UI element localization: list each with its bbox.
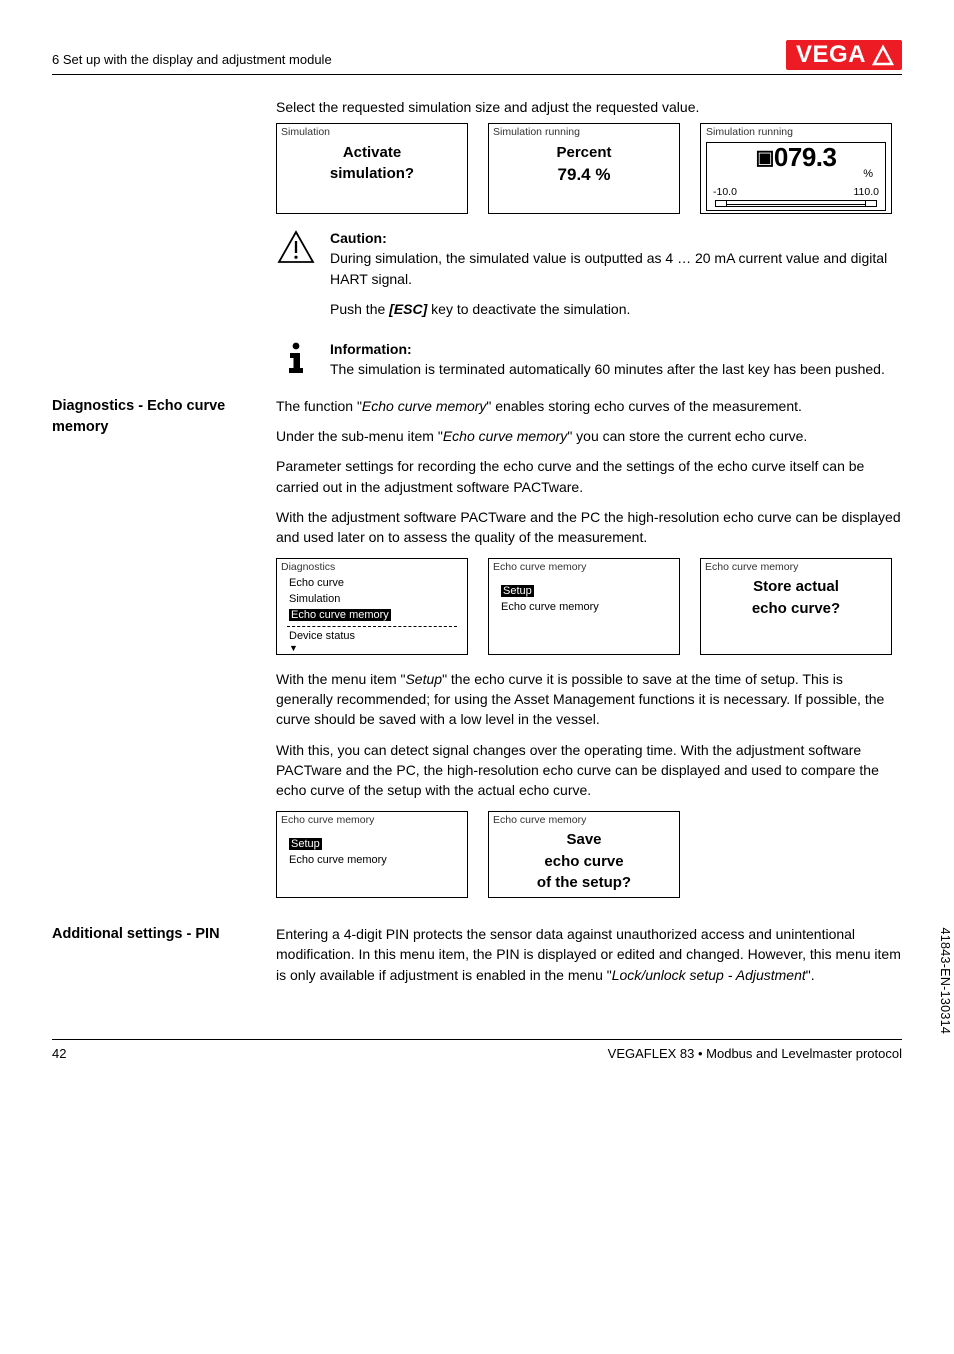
info-icon (285, 341, 307, 375)
side-docnum: 41843-EN-130314 (936, 927, 954, 1034)
lcd-row-3: Echo curve memory Setup Echo curve memor… (276, 811, 902, 898)
lcd-scale-lo: -10.0 (713, 185, 737, 200)
footer: 42 VEGAFLEX 83 • Modbus and Levelmaster … (52, 1039, 902, 1064)
sec1-p3: Parameter settings for recording the ech… (276, 456, 902, 497)
sec2-p2: With this, you can detect signal changes… (276, 740, 902, 801)
lcd-echo-mem: Echo curve memory Setup Echo curve memor… (488, 558, 680, 655)
lcd-echo-mem2: Echo curve memory Setup Echo curve memor… (276, 811, 468, 898)
caution-block: Caution: During simulation, the simulate… (276, 228, 902, 329)
lcd-title: Simulation running (704, 125, 888, 140)
lcd-title: Diagnostics (281, 560, 463, 575)
vega-logo: VEGA (786, 40, 902, 70)
lcd-line: 79.4 % (493, 163, 675, 188)
lcd-title: Echo curve memory (493, 813, 675, 828)
lcd-arrow-down-icon: ▼ (281, 645, 463, 651)
logo-triangle-icon (872, 44, 894, 66)
footer-page: 42 (52, 1045, 66, 1064)
intro-text: Select the requested simulation size and… (276, 97, 902, 117)
info-p: The simulation is terminated automatical… (330, 359, 902, 379)
lcd-line: Echo curve memory (493, 600, 675, 616)
lcd-line: echo curve? (705, 598, 887, 620)
logo-text: VEGA (796, 43, 866, 67)
lcd-line: Echo curve memory (281, 608, 463, 624)
section-label-diag: Diagnostics - Echo curve memory (52, 390, 270, 912)
caution-icon (277, 230, 315, 264)
lcd-line: Device status (281, 629, 463, 645)
header-section: 6 Set up with the display and adjustment… (52, 51, 332, 70)
sec1-p2: Under the sub-menu item "Echo curve memo… (276, 426, 902, 446)
sec2-p1: With the menu item "Setup" the echo curv… (276, 669, 902, 730)
lcd-sim-gauge: Simulation running ▣079.3 % -10.0 110.0 (700, 123, 892, 214)
lcd-sim-percent: Simulation running Percent 79.4 % (488, 123, 680, 214)
lcd-line: Setup (281, 837, 463, 853)
caution-p2: Push the [ESC] key to deactivate the sim… (330, 299, 902, 319)
lcd-line: of the setup? (493, 872, 675, 894)
sec3-p1: Entering a 4-digit PIN protects the sens… (276, 924, 902, 985)
lcd-line: echo curve (493, 851, 675, 873)
lcd-row-1: Simulation Activate simulation? Simulati… (276, 123, 902, 214)
lcd-divider (287, 626, 457, 627)
lcd-sim-activate: Simulation Activate simulation? (276, 123, 468, 214)
lcd-line: simulation? (281, 163, 463, 185)
lcd-line: Activate (281, 142, 463, 164)
sec1-p4: With the adjustment software PACTware an… (276, 507, 902, 548)
lcd-line: Percent (493, 142, 675, 164)
lcd-title: Simulation (281, 125, 463, 140)
lcd-line: Simulation (281, 592, 463, 608)
lcd-bar (715, 200, 877, 207)
info-block: Information: The simulation is terminate… (276, 339, 902, 380)
lcd-line: Echo curve memory (281, 853, 463, 869)
lcd-line: Save (493, 829, 675, 851)
caution-head: Caution: (330, 228, 902, 248)
lcd-diagnostics: Diagnostics Echo curve Simulation Echo c… (276, 558, 468, 655)
lcd-title: Simulation running (493, 125, 675, 140)
caution-p1: During simulation, the simulated value i… (330, 248, 902, 289)
info-head: Information: (330, 339, 902, 359)
lcd-row-2: Diagnostics Echo curve Simulation Echo c… (276, 558, 902, 655)
lcd-save-echo: Echo curve memory Save echo curve of the… (488, 811, 680, 898)
footer-doc: VEGAFLEX 83 • Modbus and Levelmaster pro… (608, 1045, 902, 1064)
lcd-line: Store actual (705, 576, 887, 598)
lcd-title: Echo curve memory (493, 560, 675, 575)
sec1-p1: The function "Echo curve memory" enables… (276, 396, 902, 416)
section-label-pin: Additional settings - PIN (52, 912, 270, 995)
lcd-title: Echo curve memory (705, 560, 887, 575)
lcd-scale-hi: 110.0 (854, 185, 880, 200)
lcd-line: Echo curve (281, 576, 463, 592)
lcd-store-actual: Echo curve memory Store actual echo curv… (700, 558, 892, 655)
lcd-title: Echo curve memory (281, 813, 463, 828)
lcd-line: Setup (493, 584, 675, 600)
header: 6 Set up with the display and adjustment… (52, 40, 902, 75)
